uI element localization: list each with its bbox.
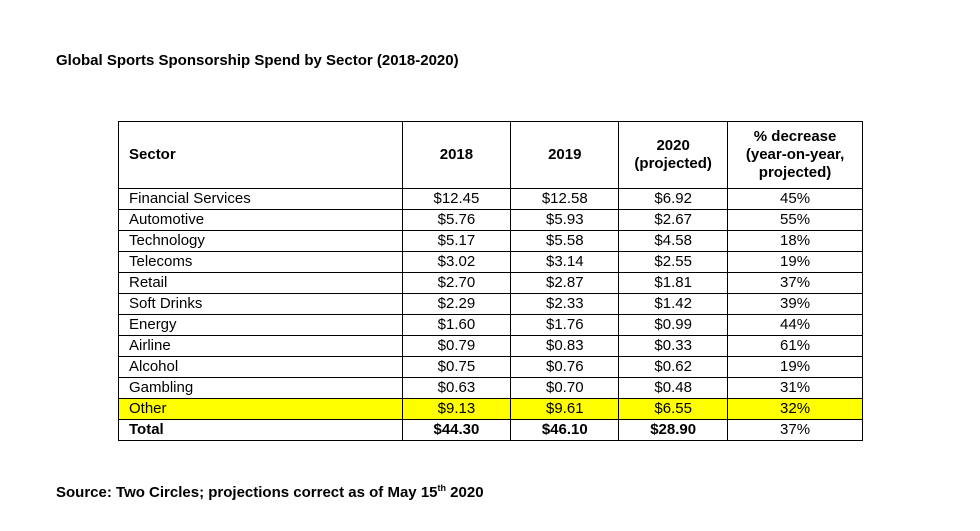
cell-2020: $28.90 [618,419,729,441]
cell-sector: Telecoms [118,251,403,273]
source-suffix: 2020 [446,484,484,501]
header-sector: Sector [118,121,403,189]
cell-2019: $5.58 [510,230,620,252]
cell-2020: $2.67 [618,209,729,231]
header-2020: 2020 (projected) [618,121,729,189]
cell-pct-decrease: 37% [727,272,863,294]
table-row: Soft Drinks $2.29 $2.33 $1.42 39% [118,293,863,315]
cell-2020: $2.55 [618,251,729,273]
table-row: Other $9.13 $9.61 $6.55 32% [118,398,863,420]
cell-pct-decrease: 32% [727,398,863,420]
cell-2019: $3.14 [510,251,620,273]
cell-sector: Financial Services [118,188,403,210]
cell-sector: Soft Drinks [118,293,403,315]
cell-pct-decrease: 45% [727,188,863,210]
cell-pct-decrease: 55% [727,209,863,231]
cell-sector: Retail [118,272,403,294]
cell-sector: Airline [118,335,403,357]
header-pct-decrease: % decrease (year-on-year, projected) [727,121,863,189]
cell-2018: $1.60 [401,314,512,336]
cell-sector: Automotive [118,209,403,231]
cell-2019: $0.76 [510,356,620,378]
table-row: Retail $2.70 $2.87 $1.81 37% [118,272,863,294]
cell-sector: Gambling [118,377,403,399]
cell-2019: $0.70 [510,377,620,399]
cell-pct-decrease: 18% [727,230,863,252]
table-row: Energy $1.60 $1.76 $0.99 44% [118,314,863,336]
cell-2019: $46.10 [510,419,620,441]
cell-sector: Alcohol [118,356,403,378]
table-row: Financial Services $12.45 $12.58 $6.92 45% [118,188,863,210]
cell-2018: $0.63 [401,377,512,399]
table-row: Airline $0.79 $0.83 $0.33 61% [118,335,863,357]
table-row: Telecoms $3.02 $3.14 $2.55 19% [118,251,863,273]
cell-2020: $6.55 [618,398,729,420]
cell-2018: $9.13 [401,398,512,420]
cell-2018: $0.75 [401,356,512,378]
cell-sector: Energy [118,314,403,336]
cell-2018: $5.17 [401,230,512,252]
cell-pct-decrease: 19% [727,356,863,378]
table-row: Gambling $0.63 $0.70 $0.48 31% [118,377,863,399]
cell-2018: $2.29 [401,293,512,315]
cell-2020: $1.42 [618,293,729,315]
cell-2019: $2.87 [510,272,620,294]
cell-2019: $1.76 [510,314,620,336]
cell-pct-decrease: 39% [727,293,863,315]
cell-sector: Total [118,419,403,441]
cell-2020: $0.62 [618,356,729,378]
cell-2019: $2.33 [510,293,620,315]
header-2018: 2018 [401,121,512,189]
cell-2020: $0.99 [618,314,729,336]
cell-sector: Other [118,398,403,420]
cell-2018: $3.02 [401,251,512,273]
cell-2020: $1.81 [618,272,729,294]
cell-2018: $2.70 [401,272,512,294]
cell-2020: $4.58 [618,230,729,252]
cell-2020: $0.48 [618,377,729,399]
header-pct-line2: (year-on-year, [745,146,845,163]
cell-2019: $9.61 [510,398,620,420]
cell-pct-decrease: 61% [727,335,863,357]
sponsorship-table: Sector 2018 2019 2020 (projected) % decr… [118,121,863,441]
cell-2018: $12.45 [401,188,512,210]
cell-pct-decrease: 31% [727,377,863,399]
cell-pct-decrease: 44% [727,314,863,336]
page-title: Global Sports Sponsorship Spend by Secto… [56,52,459,69]
table-header-row: Sector 2018 2019 2020 (projected) % decr… [118,121,863,189]
header-pct-line3: projected) [758,164,832,181]
header-2019: 2019 [510,121,620,189]
cell-2019: $12.58 [510,188,620,210]
cell-2018: $44.30 [401,419,512,441]
source-superscript: th [437,483,447,493]
cell-pct-decrease: 19% [727,251,863,273]
table-total-row: Total $44.30 $46.10 $28.90 37% [118,419,863,441]
cell-2018: $5.76 [401,209,512,231]
cell-2019: $5.93 [510,209,620,231]
source-prefix: Source: Two Circles; projections correct… [56,484,438,501]
cell-2018: $0.79 [401,335,512,357]
table-row: Automotive $5.76 $5.93 $2.67 55% [118,209,863,231]
cell-pct-decrease: 37% [727,419,863,441]
cell-sector: Technology [118,230,403,252]
header-pct-line1: % decrease [753,128,837,145]
header-2020-line2: (projected) [634,155,712,172]
table-row: Technology $5.17 $5.58 $4.58 18% [118,230,863,252]
source-note: Source: Two Circles; projections correct… [56,483,484,502]
table-row: Alcohol $0.75 $0.76 $0.62 19% [118,356,863,378]
header-2020-line1: 2020 [656,137,690,154]
cell-2020: $6.92 [618,188,729,210]
cell-2019: $0.83 [510,335,620,357]
cell-2020: $0.33 [618,335,729,357]
